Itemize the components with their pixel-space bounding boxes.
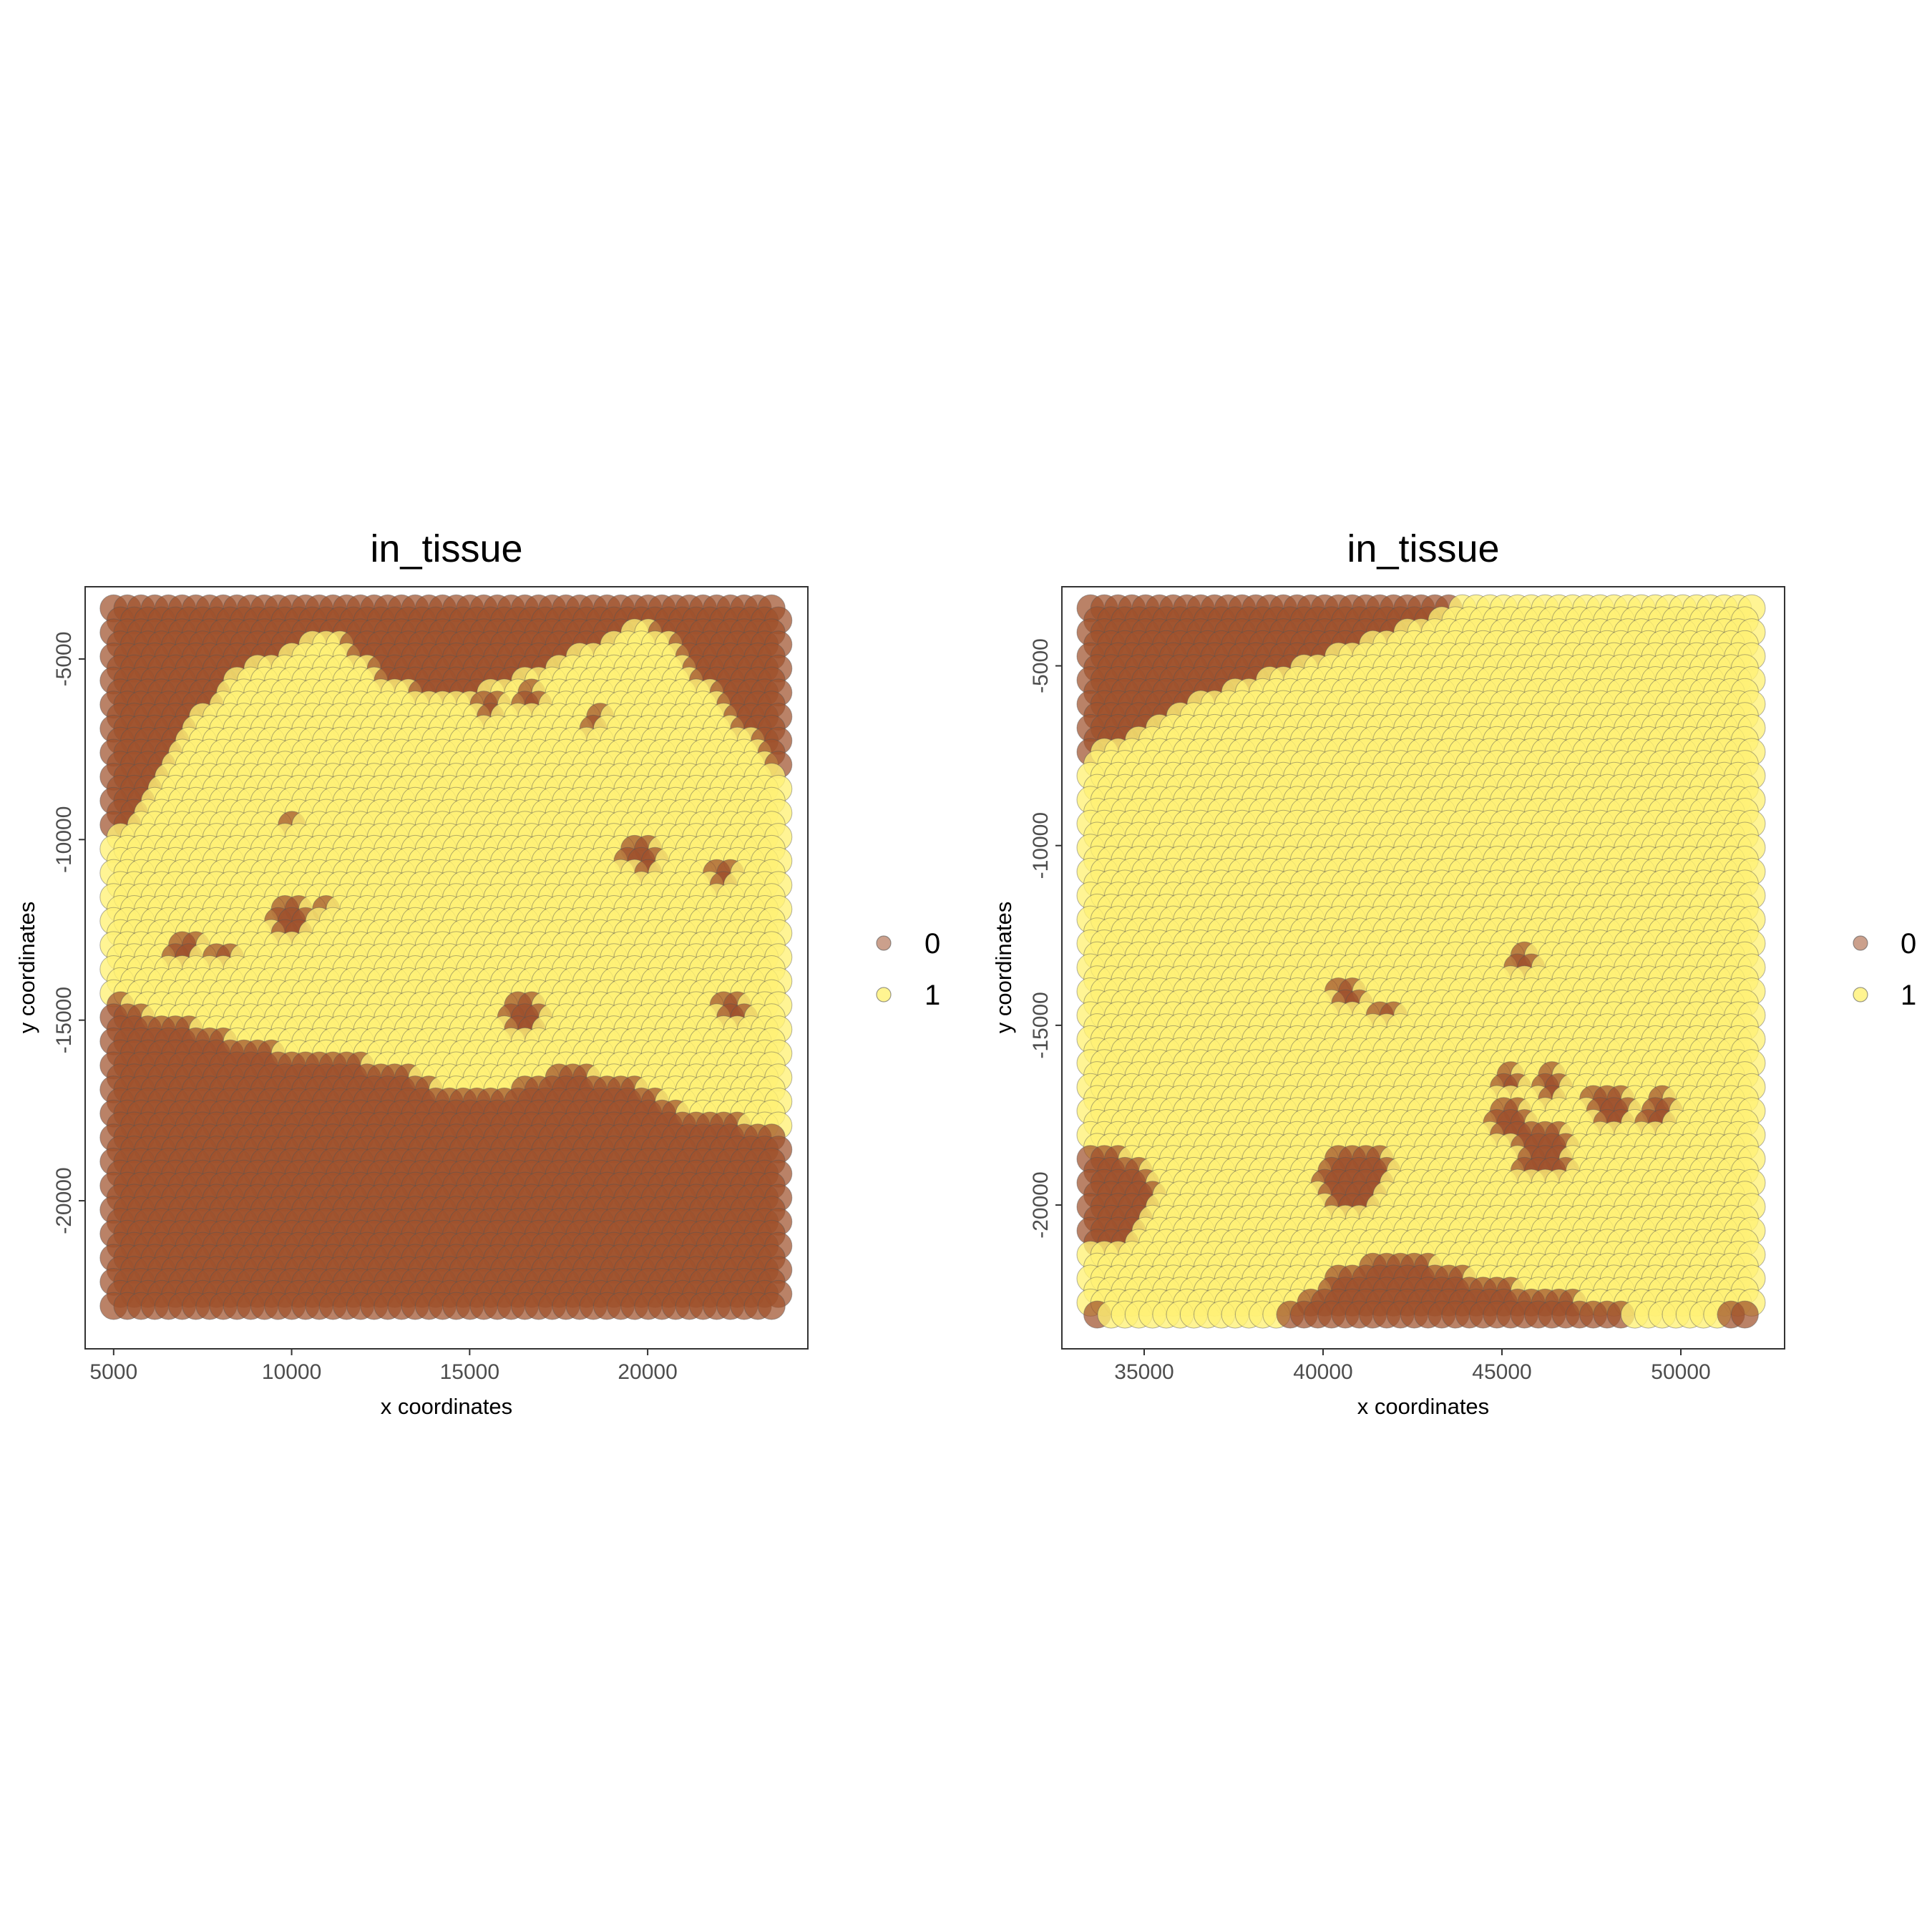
spot xyxy=(757,1292,786,1320)
panel-2-spots xyxy=(1076,594,1766,1329)
y-tick-label: -20000 xyxy=(52,1167,76,1234)
y-tick-label: -15000 xyxy=(52,987,76,1053)
panel-1: in_tissue 5000 10000 15000 20000 -5000 -1000… xyxy=(14,527,940,1419)
panel-1-legend-key-1 xyxy=(876,987,892,1002)
panel-1-y-axis-label: y coordinates xyxy=(14,902,39,1033)
panel-1-legend-label-0: 0 xyxy=(924,928,940,960)
panel-1-spots xyxy=(99,594,793,1320)
y-tick-label: -10000 xyxy=(52,806,76,873)
x-tick-label: 5000 xyxy=(89,1360,137,1384)
x-tick-label: 15000 xyxy=(440,1360,499,1384)
panel-1-legend: 0 1 xyxy=(876,928,940,1011)
panel-1-x-ticks: 5000 10000 15000 20000 xyxy=(89,1349,678,1384)
panel-1-legend-key-0 xyxy=(876,935,892,951)
panel-1-x-axis-label: x coordinates xyxy=(381,1394,512,1419)
panel-1-title: in_tissue xyxy=(370,527,522,570)
x-tick-label: 20000 xyxy=(618,1360,677,1384)
panel-2-title: in_tissue xyxy=(1347,527,1499,570)
panel-1-legend-label-1: 1 xyxy=(924,980,940,1011)
panel-1-y-ticks: -5000 -10000 -15000 -20000 xyxy=(52,632,85,1234)
y-tick-label: -5000 xyxy=(52,632,76,687)
x-tick-label: 10000 xyxy=(262,1360,321,1384)
panel-2: in_tissue 35000 40000 45000 50000 -5000-100… xyxy=(991,527,1916,1419)
